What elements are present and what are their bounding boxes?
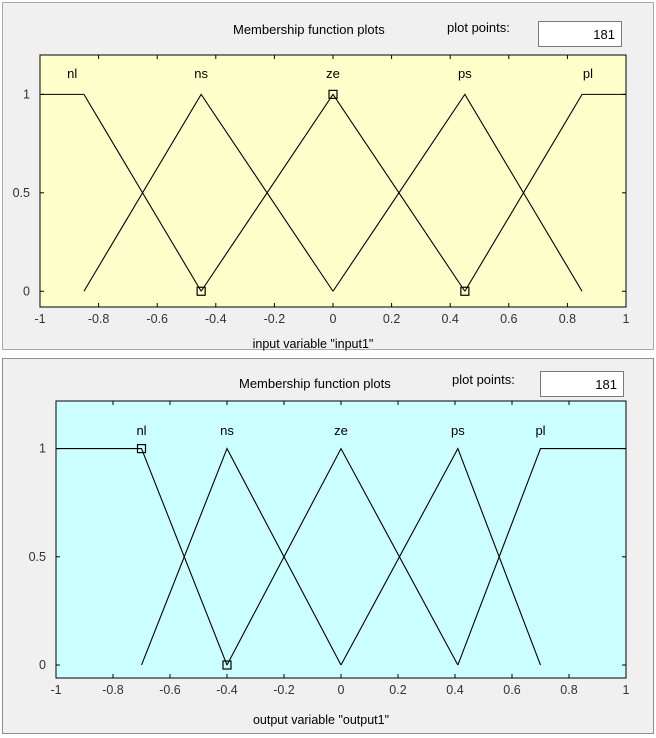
x-tick-label: -1 bbox=[34, 312, 45, 326]
mf-line-ns bbox=[140, 447, 342, 666]
x-axis-label: input variable "input1" bbox=[253, 337, 374, 351]
x-tick-label: 1 bbox=[623, 312, 630, 326]
selection-marker bbox=[328, 89, 338, 99]
x-tick-label: -0.4 bbox=[216, 683, 238, 697]
x-tick-label: 0.8 bbox=[559, 312, 576, 326]
mf-label-pl: pl bbox=[535, 423, 545, 438]
y-tick-label: 0 bbox=[23, 284, 30, 298]
x-tick-label: 0 bbox=[330, 312, 337, 326]
y-tick-label: 0.5 bbox=[29, 550, 46, 564]
x-tick-label: 0.4 bbox=[446, 683, 463, 697]
mf-line-ps bbox=[332, 93, 583, 292]
mf-label-nl: nl bbox=[67, 66, 77, 81]
plot-points-label: plot points: bbox=[452, 372, 515, 387]
x-tick-label: 1 bbox=[623, 683, 630, 697]
x-tick-label: 0.6 bbox=[500, 312, 517, 326]
selection-marker bbox=[222, 660, 232, 670]
plot-points-label: plot points: bbox=[447, 20, 510, 35]
mf-label-pl: pl bbox=[583, 66, 593, 81]
plot-title: Membership function plots bbox=[233, 22, 385, 37]
x-tick-label: 0.6 bbox=[503, 683, 520, 697]
input-mf-chart[interactable]: -1 -0.8 -0.6 -0.4 -0.2 0 0.2 0.4 0.6 0.8 1 0 0.5 1 nl n… bbox=[3, 3, 655, 351]
mf-line-ns bbox=[83, 93, 334, 292]
x-tick-label: 0.2 bbox=[389, 683, 406, 697]
x-tick-label: -0.8 bbox=[88, 312, 110, 326]
output-mf-chart[interactable]: -1 -0.8 -0.6 -0.4 -0.2 0 0.2 0.4 0.6 0.8 1 0 0.5 1 nl n… bbox=[3, 359, 655, 735]
mf-line-nl bbox=[56, 448, 228, 666]
output-mf-panel: Membership function plots plot points: -… bbox=[2, 358, 654, 734]
x-tick-label: -0.4 bbox=[205, 312, 227, 326]
mf-line-pl bbox=[464, 93, 626, 292]
selection-marker bbox=[196, 286, 206, 296]
y-tick-label: 0 bbox=[39, 658, 46, 672]
plot-points-input[interactable] bbox=[538, 21, 622, 47]
x-tick-label: 0.8 bbox=[560, 683, 577, 697]
x-tick-label: -0.8 bbox=[102, 683, 124, 697]
x-tick-label: -0.2 bbox=[264, 312, 286, 326]
mf-line-ze bbox=[226, 447, 459, 666]
mf-label-ze: ze bbox=[326, 66, 340, 81]
mf-line-pl bbox=[457, 448, 626, 666]
selection-marker bbox=[136, 444, 147, 454]
mf-label-ns: ns bbox=[194, 66, 208, 81]
mf-label-ns: ns bbox=[220, 423, 234, 438]
x-tick-label: 0.2 bbox=[383, 312, 400, 326]
x-axis-label: output variable "output1" bbox=[253, 713, 389, 727]
x-tick-label: -0.6 bbox=[159, 683, 181, 697]
mf-label-ze: ze bbox=[334, 423, 348, 438]
input-mf-panel: Membership function plots plot points: -… bbox=[2, 2, 655, 351]
mf-line-ps bbox=[340, 447, 542, 666]
plot-area bbox=[39, 54, 627, 308]
y-tick-label: 1 bbox=[23, 87, 30, 101]
mf-line-nl bbox=[40, 93, 202, 292]
plot-area bbox=[55, 400, 627, 679]
x-tick-label: 0 bbox=[338, 683, 345, 697]
mf-label-ps: ps bbox=[451, 423, 465, 438]
x-tick-label: 0.4 bbox=[442, 312, 459, 326]
mf-label-ps: ps bbox=[458, 66, 472, 81]
y-tick-label: 1 bbox=[39, 442, 46, 456]
x-tick-label: -0.6 bbox=[146, 312, 168, 326]
plot-title: Membership function plots bbox=[239, 376, 391, 391]
x-tick-label: -1 bbox=[50, 683, 61, 697]
mf-line-ze bbox=[200, 93, 466, 292]
selection-marker bbox=[460, 286, 470, 296]
y-tick-label: 0.5 bbox=[13, 186, 30, 200]
mf-label-nl: nl bbox=[136, 423, 146, 438]
x-tick-label: -0.2 bbox=[273, 683, 295, 697]
plot-points-input[interactable] bbox=[540, 371, 624, 397]
